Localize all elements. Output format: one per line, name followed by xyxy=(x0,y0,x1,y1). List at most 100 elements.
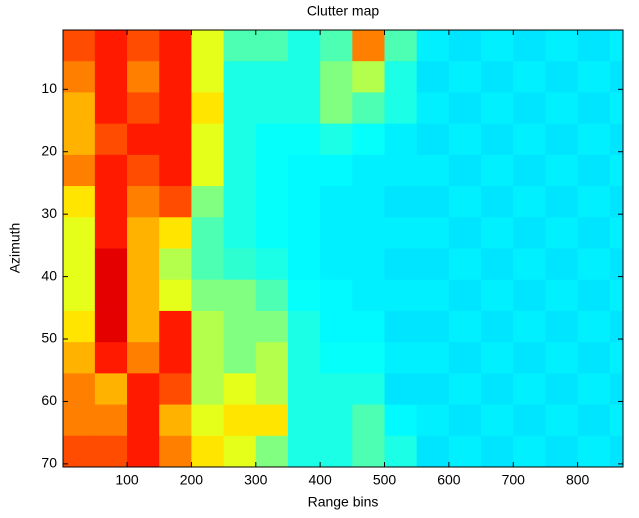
heatmap-cell xyxy=(609,30,623,62)
heatmap-cell xyxy=(127,342,160,374)
heatmap-cell xyxy=(481,373,514,406)
heatmap-cell xyxy=(255,310,289,343)
heatmap-cell xyxy=(545,310,579,343)
heatmap-cell xyxy=(416,61,450,93)
plot-frame xyxy=(62,29,624,468)
heatmap-cell xyxy=(127,435,160,467)
heatmap-cell xyxy=(191,342,225,374)
heatmap-cell xyxy=(320,279,353,312)
heatmap-cell xyxy=(609,279,623,312)
heatmap-cell xyxy=(577,186,611,218)
heatmap-cell xyxy=(287,435,321,467)
heatmap-cell xyxy=(255,186,289,218)
heatmap-cell xyxy=(159,92,192,125)
heatmap-cell xyxy=(545,342,579,374)
heatmap-cell xyxy=(320,61,353,93)
heatmap-cell xyxy=(513,373,546,406)
heatmap-cell xyxy=(255,154,289,187)
heatmap-cell xyxy=(127,373,160,406)
heatmap-cell xyxy=(223,404,257,437)
heatmap-cell xyxy=(577,123,611,156)
y-tick-label: 40 xyxy=(41,267,57,283)
heatmap-cell xyxy=(481,123,514,156)
heatmap-cell xyxy=(94,373,128,406)
heatmap-cell xyxy=(448,248,482,281)
heatmap-cell xyxy=(63,123,96,156)
heatmap-cell xyxy=(416,342,450,374)
heatmap-cell xyxy=(94,248,128,281)
heatmap-cell xyxy=(191,279,225,312)
heatmap-cell xyxy=(94,123,128,156)
heatmap-cell xyxy=(448,404,482,437)
heatmap-cell xyxy=(448,30,482,62)
heatmap-cell xyxy=(577,154,611,187)
heatmap-cell xyxy=(513,310,546,343)
heatmap-cell xyxy=(223,61,257,93)
heatmap xyxy=(63,30,623,467)
heatmap-cell xyxy=(127,30,160,62)
heatmap-cell xyxy=(448,373,482,406)
heatmap-cell xyxy=(545,154,579,187)
heatmap-cell xyxy=(545,373,579,406)
heatmap-cell xyxy=(545,61,579,93)
y-tick-label: 20 xyxy=(41,142,57,158)
heatmap-cell xyxy=(352,373,386,406)
heatmap-cell xyxy=(384,435,418,467)
heatmap-cell xyxy=(159,342,192,374)
heatmap-cell xyxy=(255,248,289,281)
heatmap-cell xyxy=(545,248,579,281)
x-tick-label: 700 xyxy=(502,472,526,488)
heatmap-cell xyxy=(481,435,514,467)
heatmap-cell xyxy=(191,404,225,437)
heatmap-cell xyxy=(352,154,386,187)
heatmap-cell xyxy=(127,92,160,125)
x-tick-label: 300 xyxy=(244,472,268,488)
heatmap-cell xyxy=(384,30,418,62)
heatmap-cell xyxy=(545,123,579,156)
heatmap-cell xyxy=(320,123,353,156)
heatmap-cell xyxy=(448,435,482,467)
heatmap-cell xyxy=(448,310,482,343)
x-tick-label: 500 xyxy=(373,472,397,488)
heatmap-cell xyxy=(384,248,418,281)
heatmap-cell xyxy=(384,186,418,218)
heatmap-cell xyxy=(127,217,160,249)
heatmap-cell xyxy=(320,92,353,125)
heatmap-cell xyxy=(287,92,321,125)
heatmap-cell xyxy=(94,404,128,437)
heatmap-cell xyxy=(223,342,257,374)
heatmap-cell xyxy=(481,92,514,125)
heatmap-cell xyxy=(545,435,579,467)
heatmap-cell xyxy=(223,186,257,218)
heatmap-cell xyxy=(448,279,482,312)
y-tick-label: 70 xyxy=(41,455,57,471)
heatmap-cell xyxy=(159,404,192,437)
heatmap-cell xyxy=(223,279,257,312)
heatmap-cell xyxy=(609,373,623,406)
heatmap-cell xyxy=(609,310,623,343)
heatmap-cell xyxy=(577,248,611,281)
heatmap-cell xyxy=(545,404,579,437)
x-tick-label: 200 xyxy=(180,472,204,488)
heatmap-cell xyxy=(577,30,611,62)
heatmap-cell xyxy=(159,217,192,249)
heatmap-cell xyxy=(609,435,623,467)
heatmap-cell xyxy=(609,61,623,93)
heatmap-cell xyxy=(63,435,96,467)
heatmap-cell xyxy=(384,373,418,406)
heatmap-cell xyxy=(223,310,257,343)
heatmap-cell xyxy=(223,373,257,406)
heatmap-cell xyxy=(384,404,418,437)
heatmap-cell xyxy=(513,123,546,156)
heatmap-cell xyxy=(448,217,482,249)
heatmap-cell xyxy=(416,279,450,312)
heatmap-cell xyxy=(352,342,386,374)
chart-title: Clutter map xyxy=(307,3,380,19)
x-tick-label: 100 xyxy=(115,472,139,488)
heatmap-cell xyxy=(352,186,386,218)
heatmap-cell xyxy=(63,279,96,312)
heatmap-cell xyxy=(159,279,192,312)
heatmap-cell xyxy=(255,30,289,62)
heatmap-cell xyxy=(384,154,418,187)
heatmap-cell xyxy=(320,342,353,374)
